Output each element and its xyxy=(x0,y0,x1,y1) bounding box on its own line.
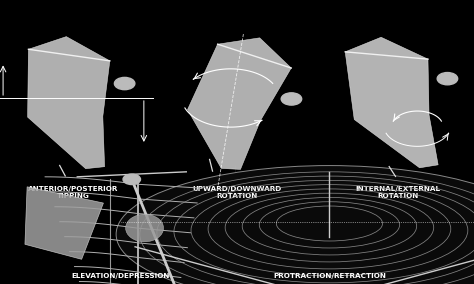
Polygon shape xyxy=(27,37,110,169)
Circle shape xyxy=(123,174,140,185)
Text: ELEVATION/DEPRESSION: ELEVATION/DEPRESSION xyxy=(72,273,170,279)
Text: PROTRACTION/RETRACTION: PROTRACTION/RETRACTION xyxy=(273,273,386,279)
Polygon shape xyxy=(345,37,438,168)
Polygon shape xyxy=(25,187,103,259)
Text: UPWARD/DOWNWARD
ROTATION: UPWARD/DOWNWARD ROTATION xyxy=(192,186,282,199)
Circle shape xyxy=(281,93,301,105)
Circle shape xyxy=(114,78,135,90)
Circle shape xyxy=(437,72,458,85)
Polygon shape xyxy=(188,38,291,169)
Ellipse shape xyxy=(116,166,474,284)
Ellipse shape xyxy=(126,214,164,242)
Text: ANTERIOR/POSTERIOR
TIPPING: ANTERIOR/POSTERIOR TIPPING xyxy=(28,186,118,199)
Text: INTERNAL/EXTERNAL
ROTATION: INTERNAL/EXTERNAL ROTATION xyxy=(356,186,441,199)
